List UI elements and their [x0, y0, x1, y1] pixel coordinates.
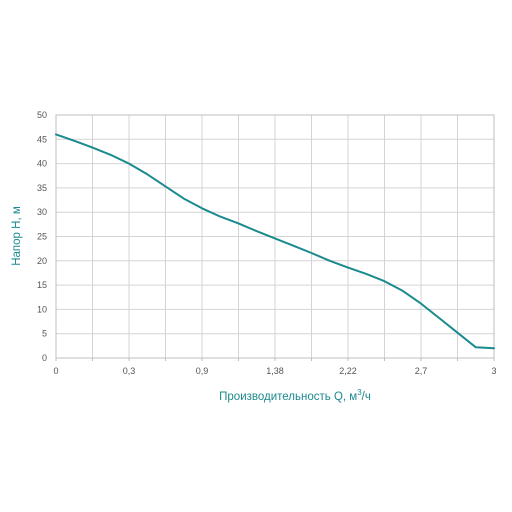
y-tick-label: 0: [42, 353, 47, 363]
y-tick-label: 15: [37, 280, 47, 290]
y-tick-label: 10: [37, 304, 47, 314]
series-line: [55, 133, 495, 350]
y-tick-label: 40: [37, 159, 47, 169]
x-tick-label: 2,22: [339, 366, 357, 376]
y-tick-label: 45: [37, 134, 47, 144]
series-layer: [55, 133, 495, 350]
x-tick-label: 1,38: [266, 366, 284, 376]
x-tick-label: 0: [53, 366, 58, 376]
x-tick-label: 0,9: [196, 366, 209, 376]
y-tick-label: 50: [37, 110, 47, 120]
x-axis-title: Производительность Q, м3/ч: [219, 388, 371, 403]
y-tick-label: 5: [42, 329, 47, 339]
x-tick-labels: 0 0,3 0,9 1,38 2,22 2,7 3: [53, 366, 496, 376]
x-tick-label: 2,7: [415, 366, 428, 376]
y-tick-labels: 0 5 10 15 20 25 30 35 40 45 50: [37, 110, 47, 363]
x-tick-label: 3: [491, 366, 496, 376]
y-axis-title: Напор H, м: [11, 206, 23, 266]
x-axis-title-main: Производительность Q, м: [219, 391, 357, 403]
x-axis-title-tail: /ч: [362, 391, 371, 403]
x-axis-title-superscript: 3: [357, 388, 362, 397]
y-tick-label: 25: [37, 232, 47, 242]
plot-frame: [55, 114, 495, 359]
y-tick-label: 35: [37, 183, 47, 193]
grid: [55, 114, 495, 361]
y-tick-label: 30: [37, 207, 47, 217]
y-tick-label: 20: [37, 256, 47, 266]
x-tick-label: 0,3: [123, 366, 136, 376]
